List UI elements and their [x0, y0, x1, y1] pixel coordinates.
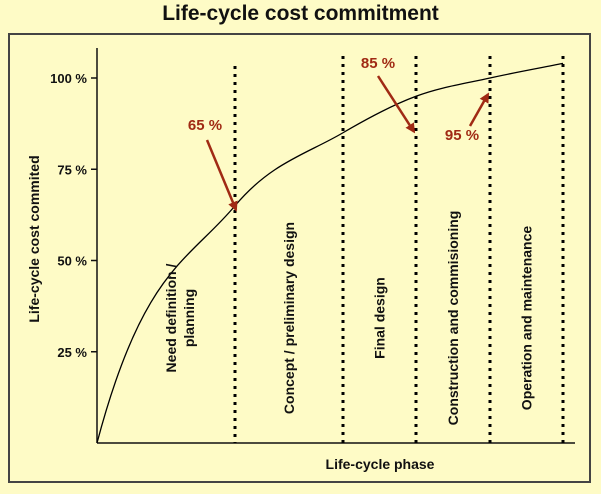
phase-label: Construction and commisioning [445, 211, 461, 426]
y-tick-label: 25 % [57, 345, 87, 360]
annotation-arrow [468, 92, 490, 127]
x-axis-label: Life-cycle phase [325, 456, 435, 472]
annotation-arrow [376, 75, 416, 134]
phase-label: Operation and maintenance [519, 226, 535, 411]
y-tick-label: 75 % [57, 162, 87, 177]
phase-label: Concept / preliminary design [281, 222, 297, 414]
phase-label: Need definition / planning [163, 263, 197, 372]
phase-label: Final design [372, 277, 388, 359]
annotation-label: 65 % [188, 117, 222, 134]
phase-label-text: Concept / preliminary design [281, 222, 297, 414]
annotation-label: 85 % [361, 55, 395, 72]
y-tick-label: 50 % [57, 254, 87, 269]
chart-frame [8, 33, 591, 483]
phase-label-text: Final design [372, 277, 388, 359]
annotation-arrow [205, 139, 238, 212]
y-axis-label: Life-cycle cost commited [26, 155, 42, 323]
phase-label-text: planning [181, 289, 197, 347]
phase-label-text: Construction and commisioning [445, 211, 461, 426]
annotation-label: 95 % [445, 127, 479, 144]
chart-title: Life-cycle cost commitment [162, 2, 439, 25]
phase-label-text: Need definition / [163, 263, 179, 372]
phase-label-text: Operation and maintenance [519, 226, 535, 411]
series-line [96, 62, 564, 444]
y-tick-label: 100 % [50, 71, 87, 86]
